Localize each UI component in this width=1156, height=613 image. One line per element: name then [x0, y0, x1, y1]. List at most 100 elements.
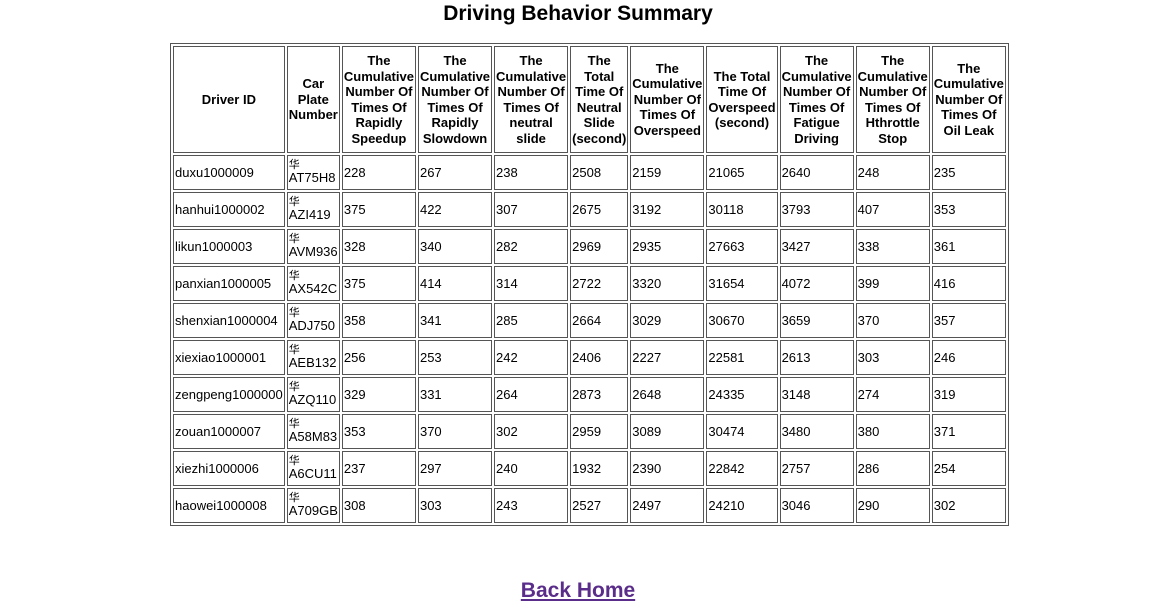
value-cell: 246: [931, 340, 1006, 375]
column-header-line: Cumulative: [857, 68, 928, 84]
table-row: panxian1000005 华 AX542C 375 414 314 2722 3320 31…: [173, 266, 1006, 301]
car-plate-cell: 华 A58M83: [286, 414, 340, 449]
value-cell: 30474: [706, 414, 778, 449]
column-header-line: Number: [288, 107, 338, 123]
column-header-line: Time Of: [575, 84, 624, 99]
value-cell: 3046: [779, 488, 854, 523]
driver-id-cell: xiexiao1000001: [173, 340, 285, 375]
value-cell: 340: [417, 229, 493, 264]
driver-id-cell: likun1000003: [173, 229, 285, 264]
value-cell: 24210: [706, 488, 778, 523]
value-cell: 380: [855, 414, 930, 449]
column-header: The Cumulative Number Of Times Of neutral sli…: [494, 46, 569, 153]
column-header-line: Times Of: [865, 99, 921, 115]
column-header-line: Stop: [878, 130, 908, 146]
column-header-line: Cumulative: [933, 76, 1004, 92]
value-cell: 2722: [570, 266, 629, 301]
column-header-line: The: [805, 53, 829, 68]
table-row: duxu1000009 华 AT75H8 228 267 238 2508 2159 21065…: [173, 155, 1006, 190]
car-plate-cell: 华 AZI419: [286, 192, 340, 227]
column-header-line: Number Of: [421, 84, 489, 99]
value-cell: 328: [341, 229, 416, 264]
plate-number: AZI419: [288, 207, 331, 222]
column-header-line: Cumulative: [419, 68, 491, 84]
value-cell: 253: [417, 340, 493, 375]
value-cell: 3148: [779, 377, 854, 412]
car-plate-cell: 华 A6CU11: [286, 451, 340, 486]
table-row: shenxian1000004 华 ADJ750 358 341 285 2664 3029 3…: [173, 303, 1006, 338]
plate-prefix: 华: [288, 159, 300, 171]
value-cell: 24335: [706, 377, 778, 412]
value-cell: 286: [855, 451, 930, 486]
car-plate-cell: 华 AEB132: [286, 340, 340, 375]
back-home-link[interactable]: Back Home: [520, 579, 636, 602]
value-cell: 22581: [706, 340, 778, 375]
column-header-line: The: [367, 53, 391, 68]
column-header-line: Times Of: [351, 99, 407, 115]
driver-id-cell: panxian1000005: [173, 266, 285, 301]
value-cell: 30118: [706, 192, 778, 227]
table-row: xiezhi1000006 华 A6CU11 237 297 240 1932 2390 228…: [173, 451, 1006, 486]
car-plate-cell: 华 AT75H8: [286, 155, 340, 190]
value-cell: 329: [341, 377, 416, 412]
car-plate-cell: 华 ADJ750: [286, 303, 340, 338]
plate-prefix: 华: [288, 233, 300, 245]
value-cell: 2664: [570, 303, 629, 338]
driver-id-cell: duxu1000009: [173, 155, 285, 190]
value-cell: 2527: [570, 488, 629, 523]
value-cell: 31654: [706, 266, 778, 301]
car-plate-cell: 华 AX542C: [286, 266, 340, 301]
column-header-line: The: [587, 53, 611, 68]
column-header: Car Plate Number: [286, 46, 340, 153]
column-header-line: Hthrottle: [865, 115, 920, 130]
value-cell: 30670: [706, 303, 778, 338]
value-cell: 27663: [706, 229, 778, 264]
column-header-line: Number Of: [633, 91, 701, 107]
driver-id-cell: hanhui1000002: [173, 192, 285, 227]
value-cell: 2390: [630, 451, 705, 486]
column-header-line: (second): [714, 115, 770, 130]
value-cell: 4072: [779, 266, 854, 301]
value-cell: 303: [417, 488, 493, 523]
column-header-line: Overspeed: [708, 99, 776, 115]
value-cell: 2159: [630, 155, 705, 190]
driving-behavior-table: Driver ID Car Plate Number The Cumulative Numb…: [170, 43, 1009, 526]
value-cell: 3089: [630, 414, 705, 449]
value-cell: 282: [494, 229, 569, 264]
car-plate-cell: 华 AVM936: [286, 229, 340, 264]
value-cell: 358: [341, 303, 416, 338]
plate-prefix: 华: [288, 196, 300, 208]
value-cell: 297: [417, 451, 493, 486]
value-cell: 3320: [630, 266, 705, 301]
value-cell: 353: [341, 414, 416, 449]
value-cell: 2757: [779, 451, 854, 486]
value-cell: 3427: [779, 229, 854, 264]
car-plate-cell: 华 A709GB: [286, 488, 340, 523]
plate-number: ADJ750: [288, 318, 335, 333]
column-header-line: Oil Leak: [943, 122, 995, 138]
value-cell: 302: [494, 414, 569, 449]
page-title: Driving Behavior Summary: [443, 2, 713, 25]
column-header-line: Number Of: [345, 84, 413, 99]
value-cell: 228: [341, 155, 416, 190]
driver-id-cell: haowei1000008: [173, 488, 285, 523]
column-header-line: Number Of: [497, 84, 565, 99]
value-cell: 370: [855, 303, 930, 338]
value-cell: 21065: [706, 155, 778, 190]
value-cell: 331: [417, 377, 493, 412]
value-cell: 357: [931, 303, 1006, 338]
driver-id-cell: shenxian1000004: [173, 303, 285, 338]
value-cell: 285: [494, 303, 569, 338]
plate-prefix: 华: [288, 307, 300, 319]
value-cell: 2969: [570, 229, 629, 264]
value-cell: 314: [494, 266, 569, 301]
column-header-line: Slowdown: [422, 130, 488, 146]
column-header-line: Rapidly: [431, 115, 479, 130]
value-cell: 3192: [630, 192, 705, 227]
column-header-line: Car: [302, 76, 325, 92]
column-header-line: The: [443, 53, 467, 68]
plate-prefix: 华: [288, 492, 300, 504]
value-cell: 3793: [779, 192, 854, 227]
column-header-line: Slide: [583, 115, 615, 130]
value-cell: 238: [494, 155, 569, 190]
